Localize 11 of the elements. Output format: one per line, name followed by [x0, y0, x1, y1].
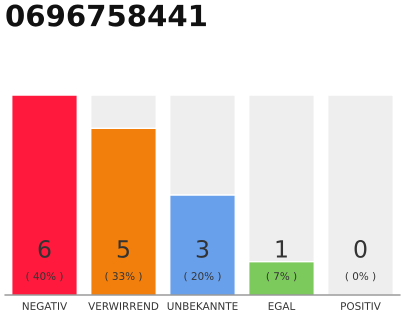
data-label: 5 ( 33% ): [105, 240, 142, 282]
x-tick-label: POSITIV: [341, 302, 381, 310]
chart-title: 0696758441: [6, 4, 206, 27]
data-label: 0 ( 0% ): [346, 240, 376, 282]
data-label: 6 ( 40% ): [26, 240, 63, 282]
x-tick-label: VERWIRREND: [88, 302, 158, 310]
x-tick-label: EGAL: [268, 302, 296, 310]
x-tick-label: NEGATIV: [22, 302, 68, 310]
x-tick-label: UNBEKANNTE: [168, 302, 238, 310]
data-label: 3 ( 20% ): [184, 240, 221, 282]
data-label: 1 ( 7% ): [266, 240, 296, 282]
